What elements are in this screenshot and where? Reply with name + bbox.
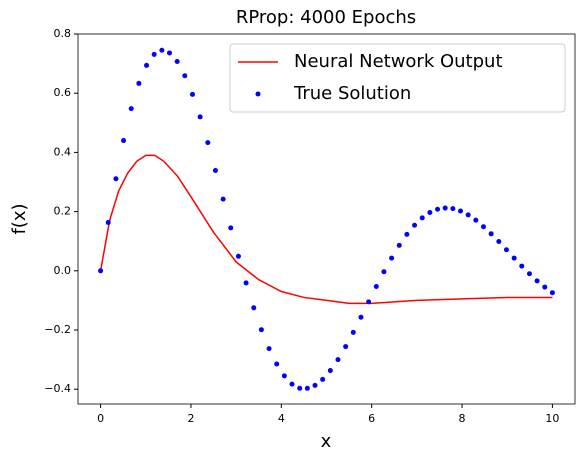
point xyxy=(220,196,226,202)
x-tick-label: 6 xyxy=(368,412,375,425)
point xyxy=(458,208,464,214)
point xyxy=(481,224,487,230)
y-tick-label: −0.4 xyxy=(44,382,71,395)
point xyxy=(350,329,356,335)
point xyxy=(113,176,119,182)
y-tick-label: 0.2 xyxy=(54,205,72,218)
point xyxy=(297,385,303,391)
y-tick-label: −0.2 xyxy=(44,323,71,336)
point xyxy=(251,305,257,311)
line xyxy=(99,154,553,305)
point xyxy=(419,215,425,221)
point xyxy=(450,206,456,212)
point xyxy=(435,206,441,212)
point xyxy=(235,253,241,259)
point xyxy=(320,376,326,382)
point xyxy=(128,106,134,112)
point xyxy=(542,284,548,290)
point xyxy=(366,299,372,305)
point xyxy=(412,222,418,228)
point xyxy=(381,269,387,275)
legend-label: Neural Network Output xyxy=(294,51,503,72)
x-axis-label: x xyxy=(321,431,332,452)
point xyxy=(335,357,341,363)
point xyxy=(98,268,104,274)
legend-label: True Solution xyxy=(293,83,411,104)
point xyxy=(281,373,287,379)
point xyxy=(534,278,540,284)
point xyxy=(144,62,150,68)
legend-swatch xyxy=(255,91,261,97)
y-tick-label: 0.0 xyxy=(54,264,72,277)
point xyxy=(205,140,211,146)
point xyxy=(189,91,195,97)
x-tick-label: 0 xyxy=(97,412,104,425)
point xyxy=(389,255,395,261)
y-axis-label: f(x) xyxy=(9,203,30,234)
point xyxy=(511,255,517,261)
point xyxy=(503,247,509,253)
point xyxy=(266,346,272,352)
point xyxy=(304,385,310,391)
point xyxy=(473,217,479,223)
point xyxy=(526,271,532,277)
point xyxy=(465,212,471,218)
x-tick-label: 8 xyxy=(459,412,466,425)
point xyxy=(243,280,249,286)
y-tick-label: 0.8 xyxy=(54,27,72,40)
x-tick-label: 2 xyxy=(187,412,194,425)
point xyxy=(174,59,180,65)
plot-frame xyxy=(77,33,576,405)
point xyxy=(373,283,379,289)
chart-title: RProp: 4000 Epochs xyxy=(236,7,416,28)
point xyxy=(496,238,502,244)
x-tick-label: 4 xyxy=(278,412,285,425)
point xyxy=(442,205,448,211)
point xyxy=(136,80,142,86)
point xyxy=(105,220,111,226)
y-tick-label: 0.6 xyxy=(54,86,72,99)
point xyxy=(197,114,203,120)
point xyxy=(228,225,234,231)
point xyxy=(159,47,165,53)
point xyxy=(404,231,410,237)
y-tick-label: 0.4 xyxy=(54,145,72,158)
point xyxy=(289,381,295,387)
point xyxy=(212,167,218,173)
point xyxy=(327,368,333,374)
point xyxy=(549,290,555,296)
point xyxy=(151,51,157,57)
x-tick-label: 10 xyxy=(545,412,559,425)
point xyxy=(258,327,264,333)
point xyxy=(396,242,402,248)
point xyxy=(121,138,127,144)
point xyxy=(343,344,349,350)
point xyxy=(358,314,364,320)
point xyxy=(312,382,318,388)
point xyxy=(519,263,525,269)
point xyxy=(274,361,280,367)
legend-box xyxy=(229,43,566,113)
point xyxy=(182,73,188,79)
point xyxy=(488,231,494,237)
point xyxy=(427,209,433,215)
point xyxy=(166,50,172,56)
